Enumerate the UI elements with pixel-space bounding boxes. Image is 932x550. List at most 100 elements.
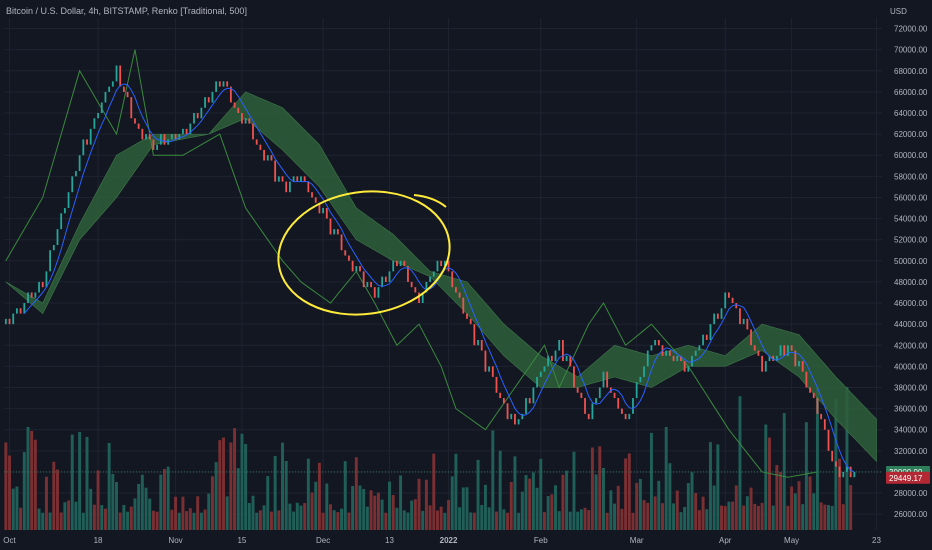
- volume-bar: [424, 479, 428, 530]
- volume-bar: [779, 471, 783, 530]
- volume-bar: [454, 453, 458, 530]
- price-tick-label: 68000.00: [894, 67, 928, 76]
- volume-bar: [649, 432, 653, 530]
- volume-bar: [174, 496, 178, 530]
- price-tick-label: 26000.00: [894, 510, 928, 519]
- volume-bar: [89, 488, 93, 530]
- price-labels: 30000.0029449.17: [4, 465, 930, 484]
- volume-bar: [258, 510, 262, 530]
- volume-bar: [417, 478, 421, 530]
- volume-bar: [727, 501, 731, 530]
- volume-bar: [841, 504, 845, 530]
- volume-bar: [664, 426, 668, 530]
- volume-bar: [281, 442, 285, 530]
- volume-bar: [358, 485, 362, 530]
- volume-bar: [812, 493, 816, 530]
- volume-bar: [646, 502, 650, 530]
- volume-bar: [177, 512, 181, 530]
- time-tick-label: May: [784, 536, 799, 545]
- volume-bar: [199, 512, 203, 530]
- volume-bar: [351, 485, 355, 530]
- volume-bar: [126, 511, 130, 530]
- volume-bar: [373, 495, 377, 530]
- volume-bar: [786, 505, 790, 530]
- volume-bar: [284, 460, 288, 530]
- volume-bar: [170, 509, 174, 530]
- volume-bar: [554, 485, 557, 530]
- volume-bar: [395, 507, 399, 530]
- time-axis[interactable]: Oct 18 Nov 15 Dec 13 2022 Feb Mar Apr May 23: [3, 536, 881, 545]
- volume-bar: [764, 424, 768, 530]
- volume-bar: [672, 503, 676, 530]
- volume-bar: [638, 478, 642, 530]
- volume-bar: [745, 496, 749, 530]
- volume-bar: [44, 476, 48, 530]
- volume-bar: [155, 511, 159, 530]
- volume-bar: [369, 490, 373, 530]
- price-axis[interactable]: 26000.0028000.0030000.0032000.0034000.00…: [894, 25, 928, 520]
- price-tick-label: 44000.00: [894, 320, 928, 329]
- volume-bar: [33, 439, 37, 530]
- price-axis-panel[interactable]: [884, 0, 932, 530]
- annotation-ellipse[interactable]: [270, 181, 457, 326]
- volume-bar: [30, 430, 34, 530]
- volume-bar: [115, 481, 118, 530]
- price-tick-label: 46000.00: [894, 299, 928, 308]
- time-tick-label: 13: [385, 536, 394, 545]
- volume-bar: [151, 510, 155, 530]
- volume-bar: [827, 504, 830, 530]
- volume-bar: [314, 481, 318, 530]
- volume-bar: [181, 496, 185, 530]
- volume-bar: [686, 483, 690, 530]
- volume-bar: [620, 508, 624, 530]
- volume-bar: [111, 473, 115, 530]
- volume-bar: [218, 440, 222, 530]
- volume-bar: [340, 508, 344, 530]
- volume-bar: [705, 509, 709, 530]
- volume-bar: [753, 503, 757, 530]
- volume-bar: [100, 505, 104, 530]
- price-tick-label: 70000.00: [894, 46, 928, 55]
- volume-bar: [402, 510, 406, 530]
- volume-bar: [26, 426, 30, 530]
- volume-bar: [661, 503, 664, 530]
- volume-bar: [447, 500, 451, 530]
- volume-bar: [576, 511, 580, 530]
- price-tick-label: 40000.00: [894, 362, 928, 371]
- volume-bar: [317, 462, 321, 530]
- volume-bar: [140, 474, 144, 530]
- volume-bar: [613, 503, 617, 530]
- volume-bar: [148, 498, 152, 530]
- volume-bar: [520, 491, 524, 530]
- volume-bar: [166, 466, 170, 530]
- volume-bar: [332, 510, 336, 530]
- volume-bar: [517, 512, 521, 530]
- volume-bar: [701, 496, 705, 530]
- volume-bar: [56, 469, 59, 530]
- volume-bar: [465, 487, 469, 530]
- volume-bar: [421, 510, 425, 530]
- volume-bar: [15, 486, 19, 530]
- volume-bar: [41, 512, 45, 530]
- volume-bar: [808, 476, 812, 530]
- volume-bar: [679, 512, 683, 530]
- volume-bar: [354, 457, 358, 530]
- volume-bar: [550, 494, 554, 530]
- volume-bar: [723, 506, 727, 530]
- volume-bar: [85, 436, 89, 530]
- volume-bar: [557, 511, 561, 530]
- volume-bar: [509, 481, 513, 530]
- volume-bar: [458, 507, 462, 530]
- time-tick-label: 2022: [440, 536, 458, 545]
- volume-bar: [528, 478, 532, 530]
- volume-bar: [273, 456, 277, 530]
- volume-bar: [8, 455, 12, 530]
- volume-bar: [487, 507, 491, 530]
- volume-bar: [793, 493, 797, 530]
- current-price-tag: [886, 471, 930, 484]
- volume-bar: [81, 512, 85, 530]
- volume-bar: [192, 512, 196, 530]
- volume-bar: [37, 508, 41, 530]
